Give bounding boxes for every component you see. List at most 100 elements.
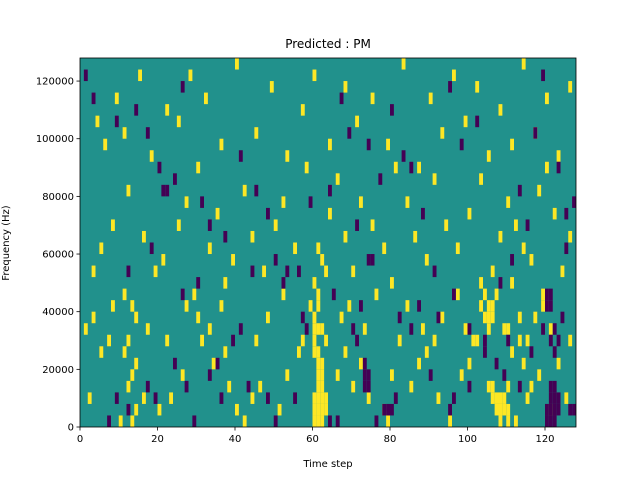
heatmap-cell-low xyxy=(386,403,390,416)
heatmap-cell-high xyxy=(347,300,352,312)
heatmap-cell-high xyxy=(118,415,123,427)
heatmap-cell-high xyxy=(517,334,522,347)
heatmap-cell-high xyxy=(165,334,170,347)
x-tick-label: 20 xyxy=(151,434,164,445)
heatmap-cell-high xyxy=(300,334,305,347)
heatmap-cell-high xyxy=(324,334,328,347)
heatmap-cell-high xyxy=(304,161,309,174)
heatmap-cell-high xyxy=(475,334,480,347)
heatmap-cell-high xyxy=(196,161,201,174)
heatmap-cell-high xyxy=(262,265,266,278)
heatmap-cell-high xyxy=(122,346,127,358)
heatmap-cell-low xyxy=(548,300,553,312)
heatmap-cell-high xyxy=(362,323,367,335)
heatmap-cell-low xyxy=(126,265,131,278)
heatmap-cell-high xyxy=(455,242,460,255)
heatmap-cell-high xyxy=(541,300,545,312)
heatmap-cell-high xyxy=(320,415,325,427)
heatmap-cell-low xyxy=(126,403,131,416)
heatmap-cell-low xyxy=(250,265,255,278)
heatmap-cell-low xyxy=(552,380,557,393)
heatmap-cell-high xyxy=(149,150,154,162)
heatmap-cell-high xyxy=(266,311,270,324)
heatmap-cell-low xyxy=(192,415,197,427)
heatmap-cell-high xyxy=(560,265,565,278)
heatmap-cell-high xyxy=(312,346,317,358)
heatmap-cell-low xyxy=(266,207,270,220)
heatmap-cell-high xyxy=(498,403,503,416)
heatmap-cell-high xyxy=(486,150,491,162)
heatmap-cell-high xyxy=(401,58,406,70)
heatmap-cell-high xyxy=(99,346,104,358)
heatmap-cell-high xyxy=(328,207,332,220)
heatmap-cell-high xyxy=(145,323,150,335)
heatmap-cell-low xyxy=(545,300,549,312)
heatmap-cell-high xyxy=(312,392,317,404)
heatmap-cell-low xyxy=(362,357,367,370)
x-tick-label: 100 xyxy=(458,434,477,445)
heatmap-cell-high xyxy=(452,69,456,82)
x-tick-label: 60 xyxy=(306,434,319,445)
heatmap-cell-high xyxy=(219,138,224,151)
heatmap-cell-low xyxy=(219,392,224,404)
heatmap-cell-low xyxy=(494,357,499,370)
heatmap-cell-high xyxy=(537,184,542,197)
heatmap-cell-high xyxy=(219,300,224,312)
heatmap-cell-high xyxy=(316,288,321,301)
heatmap-cell-high xyxy=(254,334,259,347)
heatmap-cell-low xyxy=(254,184,259,197)
heatmap-cell-high xyxy=(370,92,375,105)
heatmap-cell-high xyxy=(556,357,561,370)
heatmap-cell-high xyxy=(316,403,321,416)
heatmap-cell-low xyxy=(180,288,185,301)
heatmap-cell-low xyxy=(285,265,290,278)
heatmap-cell-high xyxy=(405,300,410,312)
y-axis-label: Frequency (Hz) xyxy=(1,205,12,281)
heatmap-cell-high xyxy=(192,288,197,301)
heatmap-cell-high xyxy=(483,288,487,301)
heatmap-cell-high xyxy=(122,127,127,139)
heatmap-cell-high xyxy=(142,230,146,243)
heatmap-cell-low xyxy=(145,380,150,393)
heatmap-cell-low xyxy=(107,415,111,427)
y-tick-label: 20000 xyxy=(42,365,74,376)
heatmap-cell-high xyxy=(556,150,561,162)
heatmap-cell-low xyxy=(552,403,557,416)
heatmap-cell-low xyxy=(548,288,553,301)
heatmap-cell-high xyxy=(153,265,158,278)
y-tick-label: 60000 xyxy=(42,250,74,261)
heatmap-cell-low xyxy=(215,357,220,370)
heatmap-cell-high xyxy=(386,138,390,151)
heatmap-cell-high xyxy=(231,254,235,266)
heatmap-cell-high xyxy=(490,265,495,278)
heatmap-cell-high xyxy=(200,334,204,347)
x-tick-label: 40 xyxy=(229,434,242,445)
heatmap-cell-high xyxy=(134,311,139,324)
heatmap-cell-high xyxy=(312,403,317,416)
y-tick-label: 100000 xyxy=(36,134,74,145)
heatmap-cell-high xyxy=(486,323,491,335)
heatmap-cell-high xyxy=(506,415,511,427)
heatmap-cell-high xyxy=(486,380,491,393)
heatmap-cell-high xyxy=(138,69,142,82)
heatmap-cell-high xyxy=(316,323,321,335)
heatmap-cell-low xyxy=(564,207,569,220)
x-axis-label: Time step xyxy=(302,459,352,470)
heatmap-cell-high xyxy=(316,380,321,393)
y-tick-label: 80000 xyxy=(42,192,74,203)
heatmap-cell-high xyxy=(479,277,483,289)
heatmap-cell-low xyxy=(548,415,553,427)
heatmap-cell-high xyxy=(103,138,108,151)
heatmap-cell-high xyxy=(351,380,356,393)
heatmap-cell-high xyxy=(444,219,449,231)
heatmap-cell-low xyxy=(475,115,480,128)
heatmap-cell-low xyxy=(483,334,487,347)
heatmap-cell-high xyxy=(281,196,286,208)
heatmap-cell-high xyxy=(273,219,278,231)
heatmap-cell-high xyxy=(215,207,220,220)
heatmap-cell-high xyxy=(324,403,328,416)
heatmap-cell-high xyxy=(490,300,495,312)
heatmap-cell-low xyxy=(207,219,212,231)
heatmap-cell-high xyxy=(506,196,511,208)
heatmap-cell-low xyxy=(238,150,243,162)
